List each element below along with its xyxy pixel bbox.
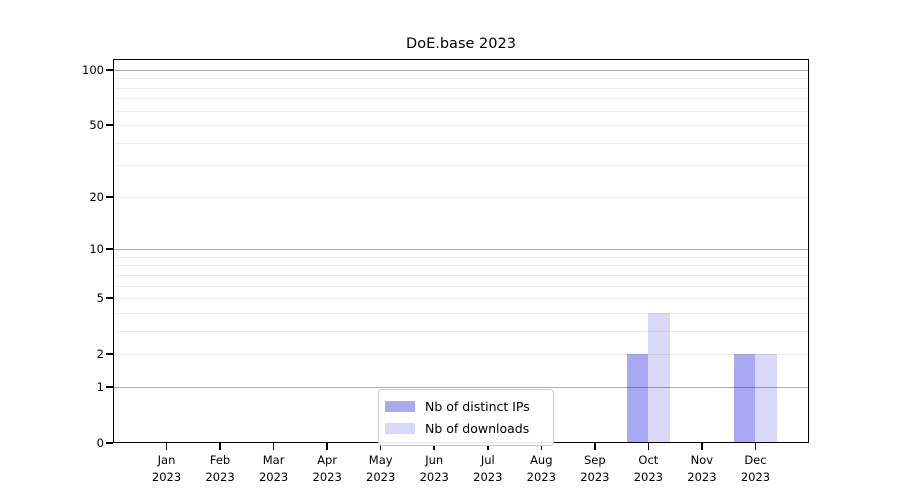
y-tick-label: 0 [96, 436, 104, 450]
x-tick-label: Jul 2023 [461, 452, 515, 486]
legend-item-distinct-ips: Nb of distinct IPs [385, 395, 545, 417]
x-tick-label: Oct 2023 [622, 452, 676, 486]
y-tick-label: 20 [89, 189, 104, 204]
x-tick-label: May 2023 [354, 452, 408, 486]
x-tick-year: 2023 [580, 470, 610, 484]
x-tick-label: Feb 2023 [193, 452, 247, 486]
gridline-minor [113, 110, 809, 112]
x-tick-month: Jul [480, 453, 495, 467]
gridline-minor [113, 330, 809, 332]
gridline-minor [113, 274, 809, 276]
x-tick-year: 2023 [151, 470, 182, 484]
x-tick-month: May [368, 453, 393, 467]
x-tick-year: 2023 [740, 470, 771, 484]
x-tick-year: 2023 [366, 470, 396, 484]
gridline-minor [113, 312, 809, 314]
gridline-minor [113, 98, 809, 100]
legend: Nb of distinct IPs Nb of downloads [378, 389, 554, 446]
x-tick-mark [326, 443, 328, 450]
x-tick-label: Mar 2023 [247, 452, 301, 486]
y-tick-label: 50 [89, 118, 104, 133]
y-tick-mark [106, 124, 113, 126]
gridline-minor [113, 196, 809, 198]
x-tick-mark [433, 443, 435, 450]
x-tick-year: 2023 [473, 470, 503, 484]
x-tick-month: Apr [317, 453, 338, 467]
plot-area [113, 59, 809, 443]
gridline-minor [113, 87, 809, 89]
gridline-minor [113, 256, 809, 258]
y-tick-label: 100 [82, 63, 104, 77]
gridline-major [113, 249, 809, 251]
x-tick-label: Dec 2023 [729, 452, 783, 486]
x-tick-month: Aug [530, 453, 553, 467]
x-tick-label: Aug 2023 [515, 452, 569, 486]
x-tick-mark [219, 443, 221, 450]
y-tick-label: 10 [89, 242, 104, 257]
x-tick-year: 2023 [633, 470, 664, 484]
legend-swatch-distinct-ips [385, 400, 415, 412]
gridline-minor [113, 165, 809, 167]
x-tick-label: Sep 2023 [568, 452, 622, 486]
gridline-minor [113, 285, 809, 287]
bar-nb-of-distinct-ips-dec [734, 354, 756, 443]
legend-item-downloads: Nb of downloads [385, 417, 545, 439]
x-tick-month: Sep [583, 453, 606, 467]
bar-nb-of-distinct-ips-oct [626, 354, 649, 443]
x-tick-year: 2023 [526, 470, 556, 484]
gridline-minor [113, 125, 809, 127]
y-tick-label: 1 [96, 379, 104, 394]
x-tick-mark [701, 443, 703, 450]
legend-label-distinct-ips: Nb of distinct IPs [425, 398, 530, 414]
legend-swatch-downloads [385, 422, 415, 434]
x-tick-mark [754, 443, 757, 450]
x-tick-mark [272, 443, 275, 450]
y-tick-mark [106, 248, 113, 250]
x-tick-month: Oct [638, 453, 659, 467]
y-tick-mark [106, 297, 113, 299]
y-tick-mark [106, 442, 113, 444]
x-tick-mark [647, 443, 650, 450]
x-tick-mark [487, 443, 489, 450]
x-tick-label: Jan 2023 [140, 452, 194, 486]
x-tick-mark [594, 443, 596, 450]
x-tick-month: Jan [157, 453, 176, 467]
gridline-minor [113, 142, 809, 144]
x-tick-year: 2023 [687, 470, 717, 484]
y-tick-label: 2 [96, 347, 104, 362]
x-tick-label: Apr 2023 [300, 452, 354, 486]
x-tick-month: Dec [744, 453, 767, 467]
x-tick-mark [379, 443, 382, 450]
y-tick-mark [106, 69, 113, 71]
bar-nb-of-downloads-oct [648, 312, 670, 443]
gridline-minor [113, 78, 809, 80]
x-tick-label: Nov 2023 [675, 452, 729, 486]
x-tick-year: 2023 [205, 470, 235, 484]
gridline-minor [113, 354, 809, 356]
x-tick-year: 2023 [312, 470, 342, 484]
gridline-minor [113, 265, 809, 267]
x-tick-month: Feb [209, 453, 231, 467]
x-tick-label: Jun 2023 [407, 452, 461, 486]
gridline-minor [113, 298, 809, 300]
gridline-major [113, 386, 809, 388]
x-tick-mark [165, 443, 168, 450]
x-tick-month: Jun [425, 453, 444, 467]
y-tick-mark [106, 386, 113, 388]
gridline-major [113, 70, 809, 71]
x-tick-year: 2023 [258, 470, 289, 484]
y-tick-label: 5 [96, 291, 104, 306]
x-tick-month: Mar [262, 453, 285, 467]
x-tick-year: 2023 [419, 470, 449, 484]
y-tick-mark [106, 196, 113, 198]
chart-title: DoE.base 2023 [406, 36, 516, 52]
x-tick-month: Nov [690, 453, 714, 467]
y-tick-mark [106, 353, 113, 355]
x-tick-mark [540, 443, 543, 450]
bar-nb-of-downloads-dec [755, 354, 777, 443]
legend-label-downloads: Nb of downloads [425, 420, 530, 436]
